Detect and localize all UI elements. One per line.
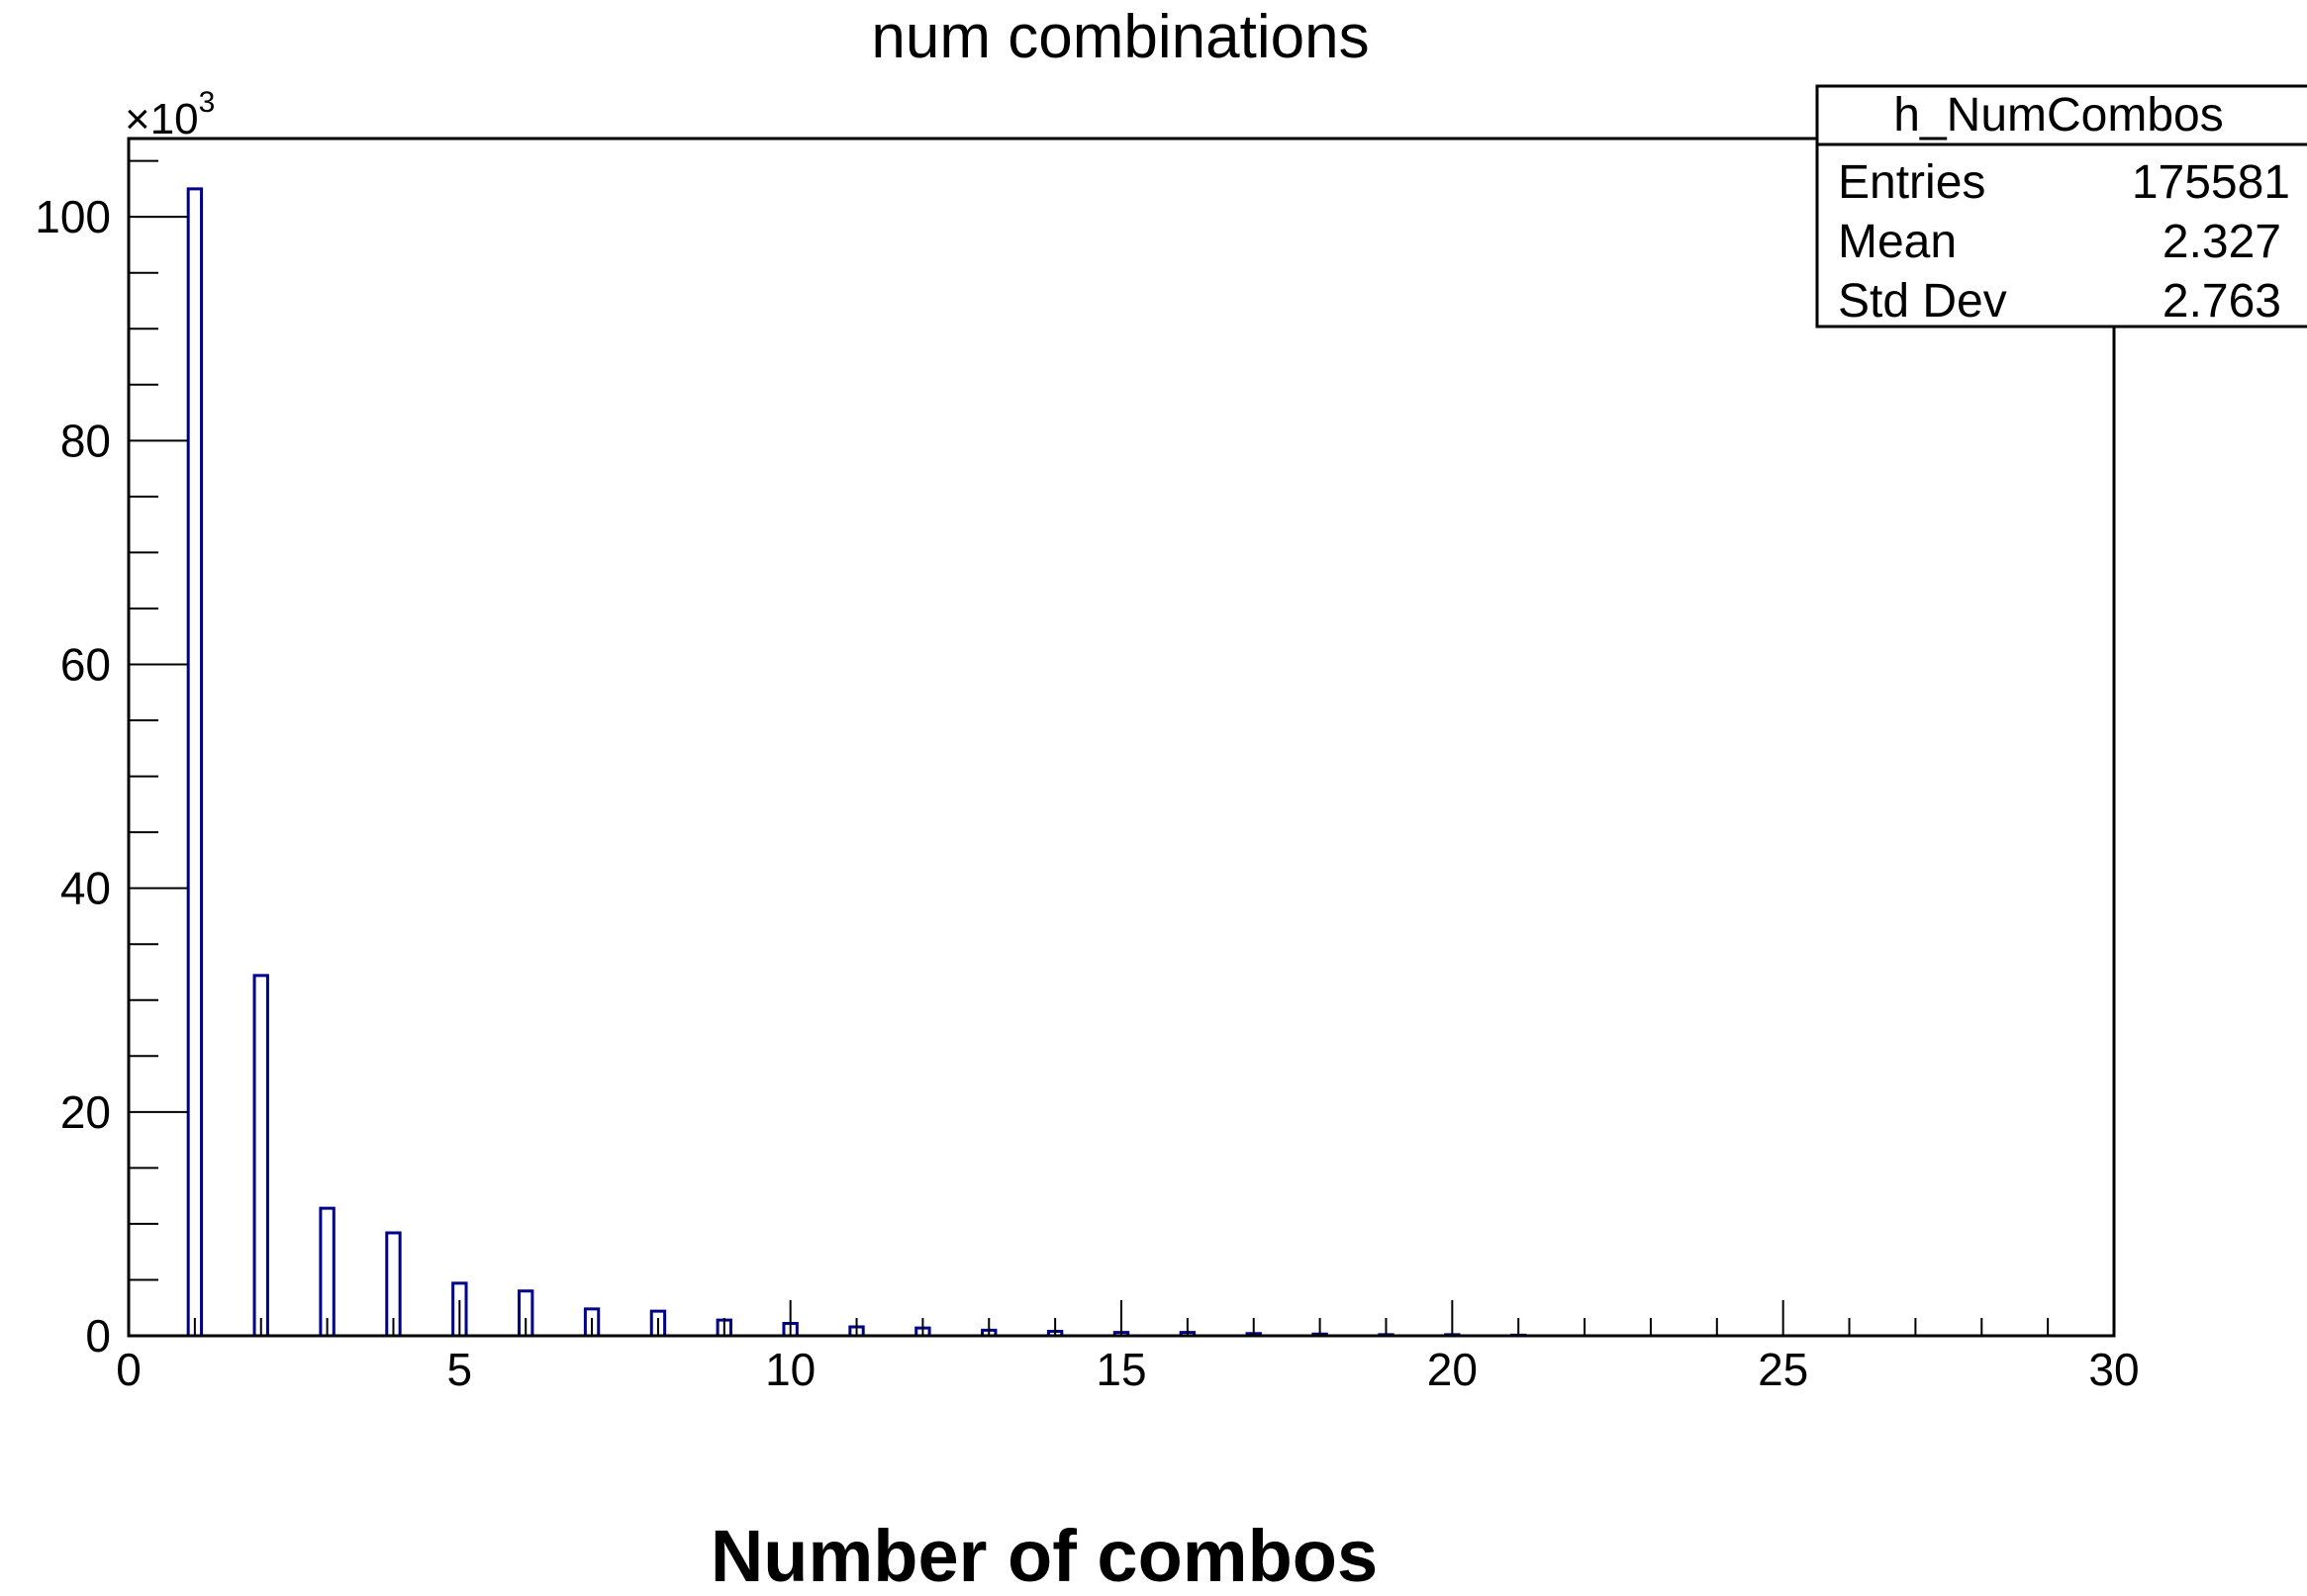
histogram-bin-2: [252, 974, 269, 1336]
histogram-bin-8: [649, 1309, 667, 1336]
histogram-bin-3: [319, 1206, 336, 1336]
x-tick-label: 5: [447, 1344, 473, 1395]
histogram-bin-6: [518, 1289, 534, 1336]
stats-entries-value: 175581: [2132, 156, 2290, 209]
plot-frame: [127, 137, 2116, 1338]
y-tick-label: 60: [60, 638, 111, 690]
x-axis-label: Number of combos: [711, 1515, 1378, 1596]
x-tick-label: 20: [1427, 1344, 1478, 1395]
x-tick-label: 30: [2088, 1344, 2139, 1395]
stats-entries-label: Entries: [1838, 156, 1985, 209]
histogram-bin-1: [186, 187, 204, 1336]
y-tick-label: 20: [60, 1086, 111, 1138]
x-tick-label: 0: [116, 1344, 142, 1395]
histogram-bin-7: [583, 1307, 601, 1336]
x-tick-label: 25: [1758, 1344, 1808, 1395]
y-tick-label: 80: [60, 415, 111, 466]
stats-box-title: h_NumCombos: [1893, 89, 2223, 141]
y-axis-multiplier: ×103: [125, 86, 215, 143]
histogram-bin-5: [451, 1281, 468, 1336]
axes-layer: 0 5 10 15 20 25 30 0 20 40 60 80 100: [35, 159, 2140, 1395]
x-tick-label: 10: [765, 1344, 816, 1395]
stats-mean-value: 2.327: [2163, 216, 2281, 268]
y-tick-label: 0: [85, 1310, 111, 1361]
histogram-bin-4: [385, 1231, 402, 1336]
chart-title: num combinations: [871, 3, 1369, 71]
stats-box: h_NumCombos Entries 175581 Mean 2.327 St…: [1815, 84, 2307, 329]
y-tick-label: 100: [35, 191, 111, 242]
stats-stddev-value: 2.763: [2163, 275, 2281, 328]
x-tick-label: 15: [1096, 1344, 1146, 1395]
y-tick-label: 40: [60, 863, 111, 914]
bars-layer: [186, 187, 1527, 1337]
stats-mean-label: Mean: [1838, 216, 1957, 268]
stats-stddev-label: Std Dev: [1838, 275, 2007, 328]
